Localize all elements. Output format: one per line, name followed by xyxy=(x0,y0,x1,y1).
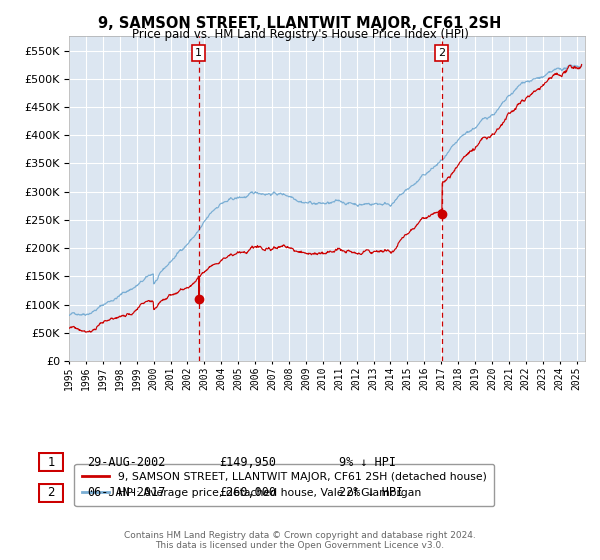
Text: £149,950: £149,950 xyxy=(219,455,276,469)
FancyBboxPatch shape xyxy=(39,453,63,471)
Legend: 9, SAMSON STREET, LLANTWIT MAJOR, CF61 2SH (detached house), HPI: Average price,: 9, SAMSON STREET, LLANTWIT MAJOR, CF61 2… xyxy=(74,464,494,506)
Text: 06-JAN-2017: 06-JAN-2017 xyxy=(87,486,166,500)
Text: 9, SAMSON STREET, LLANTWIT MAJOR, CF61 2SH: 9, SAMSON STREET, LLANTWIT MAJOR, CF61 2… xyxy=(98,16,502,31)
Text: 22% ↓ HPI: 22% ↓ HPI xyxy=(339,486,403,500)
Text: 1: 1 xyxy=(195,48,202,58)
Text: Price paid vs. HM Land Registry's House Price Index (HPI): Price paid vs. HM Land Registry's House … xyxy=(131,28,469,41)
Text: 9% ↓ HPI: 9% ↓ HPI xyxy=(339,455,396,469)
Text: £260,000: £260,000 xyxy=(219,486,276,500)
Text: 29-AUG-2002: 29-AUG-2002 xyxy=(87,455,166,469)
Text: 2: 2 xyxy=(47,486,55,500)
Text: 2: 2 xyxy=(438,48,445,58)
Text: Contains HM Land Registry data © Crown copyright and database right 2024.
This d: Contains HM Land Registry data © Crown c… xyxy=(124,530,476,550)
FancyBboxPatch shape xyxy=(39,484,63,502)
Text: 1: 1 xyxy=(47,455,55,469)
